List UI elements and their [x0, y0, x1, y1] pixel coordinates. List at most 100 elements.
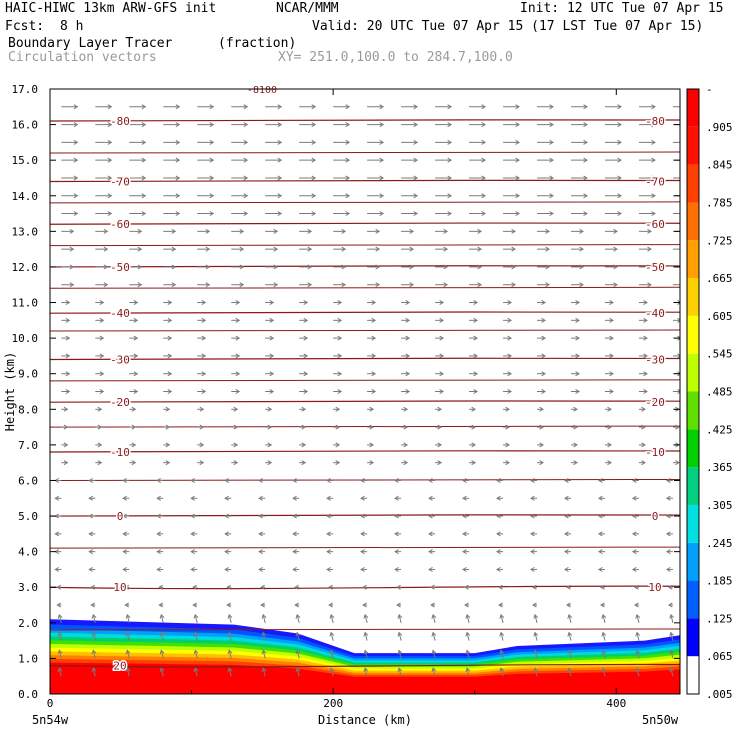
vector-arrow-head: [496, 549, 501, 555]
vector-arrow: [602, 668, 606, 677]
vector-arrow: [194, 614, 198, 623]
contour-label: -70: [645, 176, 665, 189]
vector-arrow-head: [199, 424, 205, 430]
vector-arrow-head: [465, 631, 471, 637]
vector-arrow-head: [371, 317, 377, 323]
vector-arrow-head: [430, 584, 435, 590]
vector-arrow-head: [564, 513, 569, 519]
contour-label: -60: [110, 218, 130, 231]
vector-arrow: [534, 668, 538, 677]
contour-line: [50, 628, 680, 631]
vector-arrow-head: [371, 389, 377, 394]
vector-arrow-head: [301, 442, 307, 448]
vector-arrow-head: [471, 424, 477, 430]
vector-arrow-head: [430, 602, 435, 608]
vector-arrow-head: [507, 300, 513, 306]
plot-area: [50, 104, 680, 694]
colorbar-label: .665: [706, 272, 733, 285]
vector-arrow-head: [583, 122, 588, 128]
vector-arrow: [92, 632, 96, 641]
contour-label: -10: [645, 446, 665, 459]
vector-arrow-head: [633, 602, 639, 608]
vector-arrow-head: [99, 317, 105, 323]
vector-arrow-head: [269, 371, 275, 377]
contour-line: [50, 425, 680, 428]
vector-arrow-head: [643, 371, 648, 377]
colorbar-frame: [686, 88, 700, 695]
vector-arrow-head: [530, 495, 535, 501]
vector-arrow-head: [549, 175, 554, 181]
vector-arrow-head: [447, 175, 453, 181]
vector-arrow-head: [258, 477, 263, 483]
vector-arrow-head: [175, 122, 181, 128]
vector-arrow-head: [328, 584, 333, 590]
vector-arrow-head: [301, 424, 307, 430]
colorbar-cell: [687, 315, 699, 354]
vector-arrow: [92, 650, 96, 659]
vector-arrow-head: [505, 442, 511, 448]
vector-arrow-head: [131, 424, 137, 430]
vector-arrow-head: [301, 406, 307, 412]
vector-arrow: [534, 650, 538, 659]
vector-arrow: [636, 614, 640, 623]
vector-arrow-head: [375, 264, 381, 270]
vector-arrow-head: [677, 300, 680, 306]
vector-arrow-head: [431, 613, 437, 619]
contour-label: -50: [645, 261, 665, 274]
vector-arrow-head: [190, 477, 195, 483]
vector-arrow-head: [597, 495, 603, 501]
vector-arrow-head: [403, 406, 409, 412]
vector-arrow-head: [505, 424, 511, 430]
colorbar-cell: [687, 89, 699, 127]
vector-arrow-head: [303, 317, 309, 323]
vector-arrow-head: [73, 139, 79, 145]
y-tick-label: 8.0: [18, 403, 38, 416]
vector-arrow-head: [405, 335, 411, 341]
vector-arrow-head: [190, 566, 195, 572]
vector-arrow-head: [277, 104, 283, 110]
vector-arrow-head: [481, 193, 487, 199]
vector-arrow-head: [573, 406, 578, 412]
vector-arrow-head: [428, 566, 433, 572]
vector-arrow-head: [394, 495, 399, 501]
vector-arrow: [670, 650, 674, 659]
vector-arrow-head: [258, 549, 263, 555]
vector-arrow-head: [137, 228, 143, 234]
contour-label: -80: [645, 115, 665, 128]
vector-arrow-head: [564, 531, 569, 537]
vector-arrow-head: [397, 667, 403, 673]
vector-arrow-head: [227, 613, 233, 619]
vector-arrow-head: [326, 513, 331, 519]
vector-arrow-head: [65, 335, 71, 341]
vector-arrow-head: [190, 513, 195, 519]
vector-arrow-head: [125, 631, 131, 637]
vector-arrow-head: [156, 566, 161, 572]
vector-arrow-head: [261, 631, 267, 637]
vector-arrow-head: [360, 477, 365, 483]
vector-arrow-head: [107, 193, 113, 199]
vector-arrow-head: [267, 406, 273, 412]
vector-arrow: [398, 632, 402, 641]
vector-arrow-head: [607, 406, 612, 412]
vector-arrow-head: [428, 513, 433, 519]
contour-label: -20: [645, 396, 665, 409]
vector-arrow-head: [477, 264, 483, 270]
vector-arrow-head: [73, 175, 79, 181]
contour-line: [50, 400, 680, 403]
vector-arrow-head: [141, 104, 147, 110]
vector-arrow: [432, 614, 436, 623]
vector-arrow-head: [201, 389, 207, 394]
vector-arrow-head: [167, 317, 173, 323]
contour-line: [50, 201, 680, 204]
vector-arrow-head: [63, 442, 69, 448]
vector-arrow-head: [167, 335, 173, 341]
vector-arrow-head: [515, 175, 521, 181]
vector-arrow-head: [226, 602, 231, 608]
vector-arrow-head: [258, 513, 263, 519]
vector-arrow-head: [107, 211, 113, 217]
vector-arrow-head: [360, 531, 365, 537]
contour-line: [50, 379, 680, 382]
vector-arrow-head: [567, 613, 573, 619]
vector-arrow-head: [409, 282, 415, 288]
vector-arrow-head: [311, 193, 317, 199]
